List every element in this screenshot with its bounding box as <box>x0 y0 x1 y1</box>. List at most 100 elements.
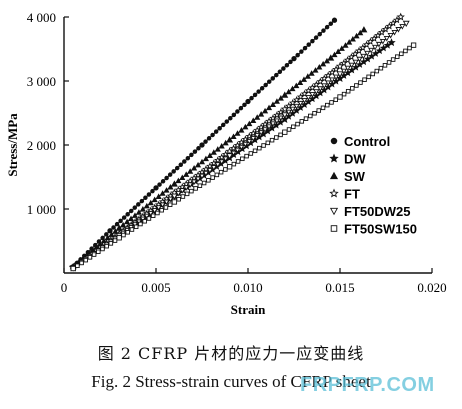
series-marker <box>323 57 331 64</box>
series-marker <box>175 177 182 184</box>
series-marker <box>364 50 371 57</box>
series-marker <box>218 142 225 149</box>
series-marker <box>346 39 353 45</box>
series-marker <box>395 27 402 33</box>
series-marker <box>273 98 280 104</box>
series-marker <box>132 205 138 210</box>
series-marker <box>214 172 220 178</box>
series-marker <box>394 54 400 59</box>
series-marker <box>252 92 258 98</box>
series-marker <box>146 192 152 197</box>
series-marker <box>321 83 328 89</box>
data-point <box>199 142 205 148</box>
series-marker <box>261 143 266 148</box>
series-marker <box>202 155 210 162</box>
series-marker <box>223 167 228 172</box>
series-marker <box>317 31 323 37</box>
series-marker <box>194 176 202 183</box>
series-marker <box>301 98 308 104</box>
series-marker <box>383 35 390 42</box>
series-marker <box>375 41 383 48</box>
legend-marker <box>329 153 339 163</box>
data-point <box>282 129 288 135</box>
series-marker <box>214 162 221 168</box>
series-marker <box>329 77 336 84</box>
series-marker <box>297 79 304 85</box>
series-marker <box>182 159 187 164</box>
series-marker <box>125 230 130 235</box>
series-marker <box>263 82 268 88</box>
series-marker <box>382 63 388 68</box>
x-axis-label: Strain <box>231 302 266 317</box>
series-marker <box>238 105 244 111</box>
series-marker <box>189 152 194 158</box>
series-marker <box>258 111 265 117</box>
series-marker <box>183 185 190 191</box>
data-point <box>170 193 178 200</box>
series-control <box>70 17 338 270</box>
series-marker <box>242 141 249 148</box>
series-marker <box>309 92 316 98</box>
series-marker <box>335 48 342 54</box>
series-marker <box>87 255 93 260</box>
x-tick-label: 0.005 <box>141 280 170 295</box>
series-marker <box>202 170 210 177</box>
series-marker <box>305 95 312 101</box>
series-marker <box>189 188 194 194</box>
series-marker <box>142 219 147 224</box>
x-tick-label: 0.020 <box>417 280 446 295</box>
series-marker <box>210 132 215 138</box>
series-marker <box>269 121 277 127</box>
series-marker <box>246 138 253 145</box>
series-marker <box>273 118 280 124</box>
series-marker <box>187 168 194 174</box>
series-marker <box>121 215 127 220</box>
series-marker <box>399 51 404 57</box>
figure-caption-chinese: 图 2 CFRP 片材的应力一应变曲线 <box>97 344 365 363</box>
series-marker <box>379 38 386 45</box>
series-marker <box>313 35 319 40</box>
legend-marker <box>329 171 339 180</box>
series-ft50sw150 <box>70 42 417 272</box>
series-marker <box>349 35 356 42</box>
series-marker <box>167 183 174 190</box>
series-marker <box>174 165 180 171</box>
series-marker <box>362 77 367 82</box>
series-marker <box>163 187 170 193</box>
series-marker <box>100 237 107 244</box>
series-marker <box>129 227 135 232</box>
series-marker <box>316 64 323 70</box>
series-marker <box>183 171 190 177</box>
series-marker <box>198 173 206 180</box>
series-marker <box>104 243 109 249</box>
series-marker <box>366 74 371 80</box>
data-point <box>280 115 289 123</box>
series-marker <box>194 161 202 168</box>
series-marker <box>248 151 254 156</box>
series-marker <box>308 113 313 119</box>
series-marker <box>179 188 186 194</box>
series-marker <box>329 100 334 105</box>
series-marker <box>312 67 319 73</box>
data-point <box>337 94 343 100</box>
series-marker <box>274 72 279 78</box>
series-marker <box>306 42 311 47</box>
data-point <box>281 91 289 98</box>
series-marker <box>175 191 182 197</box>
series-marker <box>187 182 194 188</box>
series-marker <box>350 86 355 91</box>
series-marker <box>213 129 219 134</box>
series-marker <box>269 137 275 143</box>
data-point <box>335 74 345 82</box>
series-marker <box>143 202 150 209</box>
data-point <box>327 54 335 61</box>
series-marker <box>370 71 375 77</box>
series-marker <box>325 80 332 86</box>
series-marker <box>147 210 154 217</box>
series-marker <box>96 249 101 255</box>
series-marker <box>112 238 118 243</box>
series-marker <box>217 126 222 131</box>
series-marker <box>231 112 237 118</box>
series-marker <box>277 95 284 101</box>
data-point <box>387 38 396 47</box>
